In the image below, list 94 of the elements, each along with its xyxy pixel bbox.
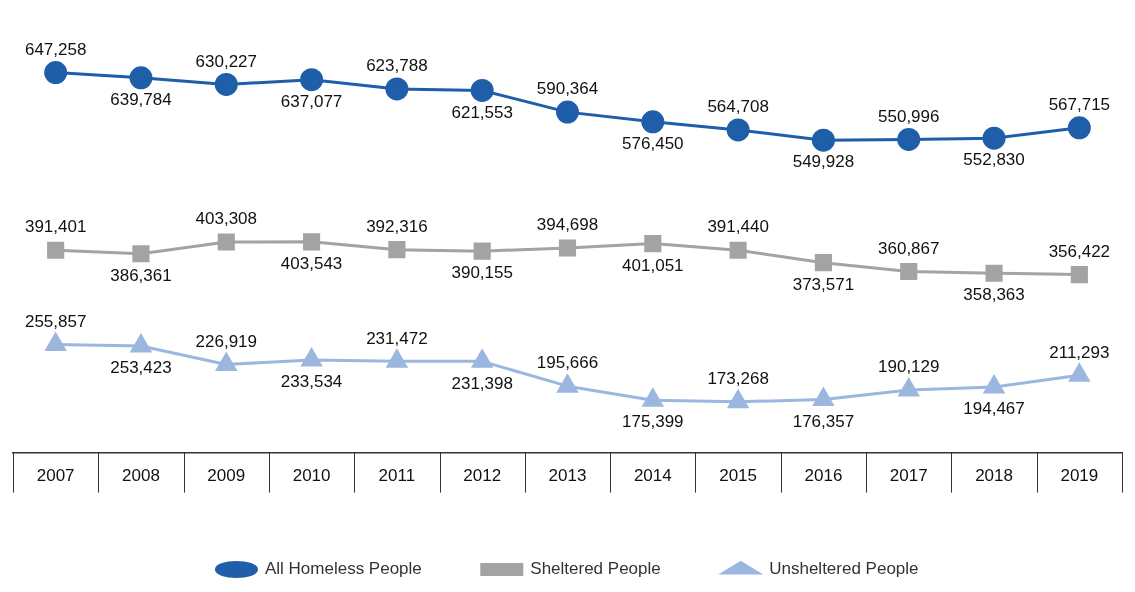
point xyxy=(557,374,578,393)
x-tick-label: 2017 xyxy=(889,466,928,486)
data-label: 552,830 xyxy=(963,150,1025,170)
point xyxy=(385,77,409,101)
point xyxy=(129,66,153,90)
point xyxy=(813,388,834,407)
data-label: 621,553 xyxy=(451,102,513,122)
legend-label: Unsheltered People xyxy=(769,559,919,579)
data-label: 194,467 xyxy=(963,399,1025,419)
x-tick-label: 2009 xyxy=(207,466,246,486)
x-tick-label: 2018 xyxy=(975,466,1013,486)
data-label: 253,423 xyxy=(110,358,172,378)
point xyxy=(900,262,918,281)
x-tick-label: 2019 xyxy=(1060,466,1099,486)
data-label: 356,422 xyxy=(1048,241,1111,261)
point xyxy=(473,242,491,260)
data-label: 176,357 xyxy=(792,411,855,431)
point xyxy=(644,235,662,253)
data-label: 233,534 xyxy=(280,372,343,392)
point xyxy=(132,245,150,263)
data-label: 373,571 xyxy=(792,274,855,294)
point xyxy=(300,68,324,92)
point xyxy=(727,390,749,409)
point xyxy=(982,126,1006,150)
x-tick-label: 2015 xyxy=(719,466,758,486)
point xyxy=(814,254,832,272)
point xyxy=(983,375,1005,394)
point xyxy=(898,378,919,397)
data-label: 226,919 xyxy=(195,331,257,351)
point xyxy=(1070,265,1088,284)
data-label: 564,708 xyxy=(707,97,769,117)
point xyxy=(388,241,406,259)
point xyxy=(472,349,493,368)
x-tick-label: 2013 xyxy=(548,466,587,486)
data-label: 549,928 xyxy=(792,152,855,172)
data-label: 195,666 xyxy=(536,353,599,373)
data-label: 255,857 xyxy=(24,311,87,331)
data-label: 590,364 xyxy=(536,79,599,99)
data-label: 175,399 xyxy=(622,412,684,432)
data-label: 576,450 xyxy=(622,133,684,153)
data-label: 392,316 xyxy=(366,216,428,236)
point xyxy=(130,334,152,353)
data-label: 567,715 xyxy=(1048,95,1111,115)
legend-label: All Homeless People xyxy=(264,559,422,579)
point xyxy=(811,128,835,152)
data-label: 639,784 xyxy=(110,90,172,109)
data-label: 401,051 xyxy=(622,255,684,275)
point xyxy=(44,61,68,85)
data-label: 647,258 xyxy=(24,39,87,59)
data-label: 360,867 xyxy=(878,238,940,258)
data-label: 358,363 xyxy=(963,285,1025,305)
point xyxy=(216,352,237,371)
data-label: 630,227 xyxy=(195,51,257,71)
point xyxy=(301,348,322,367)
point xyxy=(897,127,921,151)
data-label: 211,293 xyxy=(1049,342,1110,362)
data-label: 637,077 xyxy=(280,91,343,111)
x-tick-label: 2011 xyxy=(378,466,416,486)
data-label: 231,398 xyxy=(451,373,513,393)
point xyxy=(45,332,66,351)
point xyxy=(214,72,238,96)
data-label: 391,440 xyxy=(707,217,769,237)
point xyxy=(1067,116,1091,140)
x-tick-label: 2012 xyxy=(463,466,502,486)
data-label: 403,308 xyxy=(195,209,257,229)
data-label: 173,268 xyxy=(707,368,769,388)
point xyxy=(217,233,235,251)
point xyxy=(556,100,579,124)
x-tick-label: 2008 xyxy=(122,466,160,486)
data-label: 550,996 xyxy=(878,106,940,126)
x-tick-label: 2010 xyxy=(292,466,331,486)
data-label: 231,472 xyxy=(366,328,428,348)
point xyxy=(729,241,747,259)
point xyxy=(641,110,665,134)
point xyxy=(1069,363,1090,382)
x-tick-label: 2016 xyxy=(804,466,843,486)
x-tick-label: 2007 xyxy=(36,466,75,486)
data-label: 403,543 xyxy=(280,254,343,274)
data-label: 190,129 xyxy=(878,357,940,377)
data-label: 391,401 xyxy=(24,217,87,237)
data-label: 394,698 xyxy=(536,215,599,235)
x-tick-label: 2014 xyxy=(633,466,672,486)
point xyxy=(558,239,577,257)
point xyxy=(470,78,494,102)
point xyxy=(985,264,1003,282)
point xyxy=(303,233,321,251)
point xyxy=(47,241,65,259)
data-label: 390,155 xyxy=(451,263,513,283)
point xyxy=(642,388,663,407)
point xyxy=(386,349,408,368)
legend-label: Sheltered People xyxy=(530,559,661,579)
point xyxy=(726,118,750,142)
data-label: 386,361 xyxy=(110,265,172,285)
data-label: 623,788 xyxy=(366,56,428,76)
